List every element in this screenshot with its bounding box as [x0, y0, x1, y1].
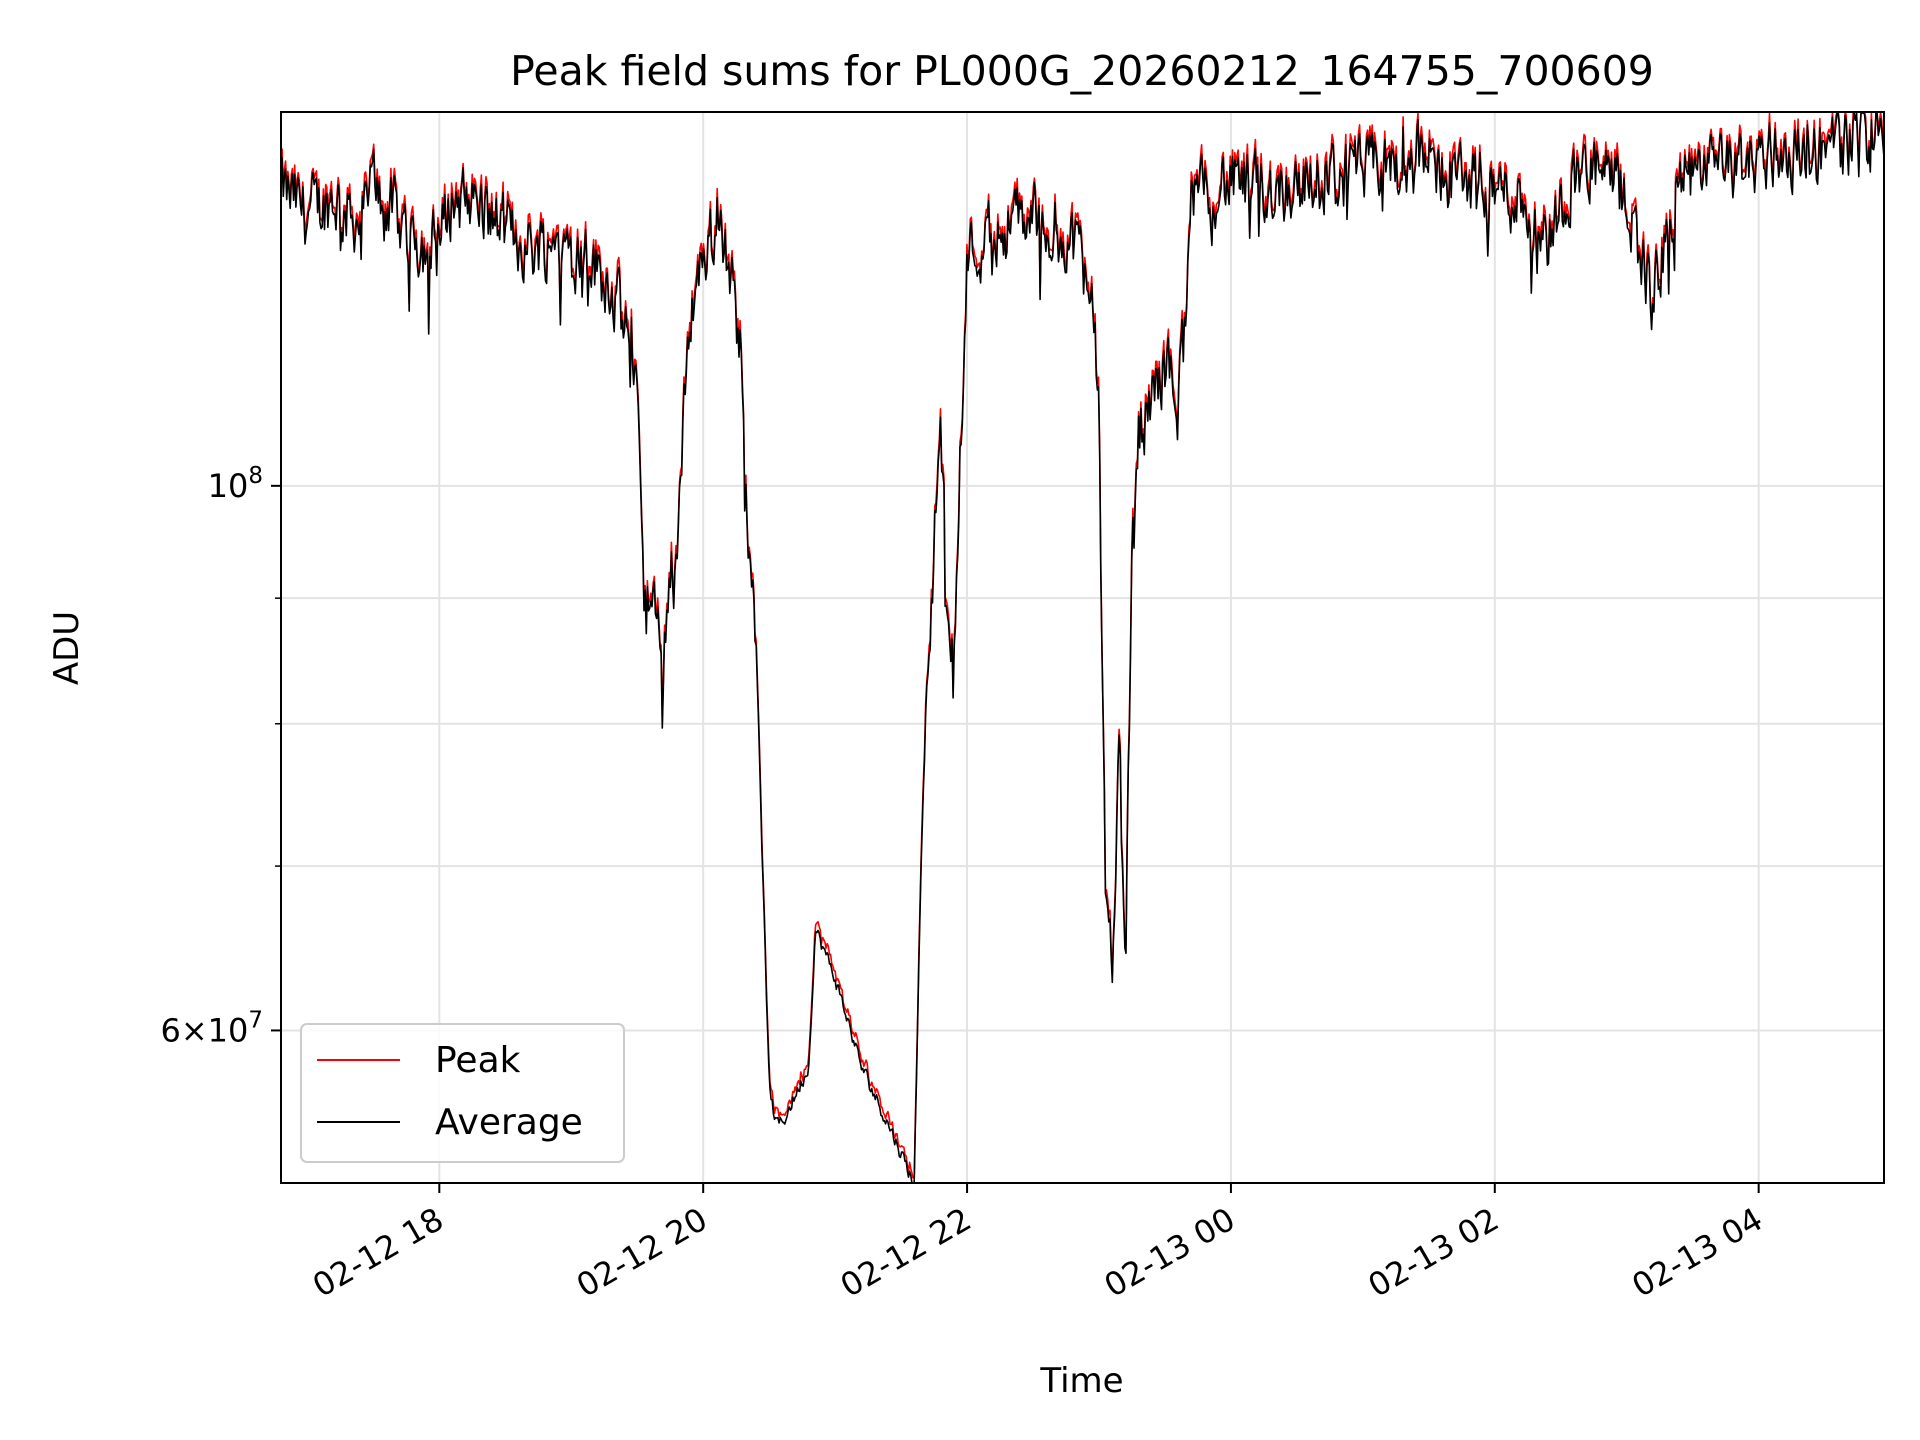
y-axis-ticks: 108 6×107	[160, 463, 281, 1049]
y-tick-label: 6×107	[160, 1007, 263, 1049]
legend-box	[300, 1023, 625, 1163]
grid	[281, 112, 1884, 1183]
legend-label-peak: Peak	[435, 1040, 521, 1081]
chart-title: Peak field sums for PL000G_20260212_1647…	[510, 47, 1654, 95]
x-axis-label: Time	[1039, 1361, 1123, 1401]
legend-label-average: Average	[435, 1102, 583, 1143]
axes-frame	[280, 111, 1885, 1184]
series-line-average	[280, 112, 1885, 1184]
legend: Peak Average	[300, 1023, 625, 1163]
y-tick-label: 108	[208, 463, 263, 505]
y-axis-label: ADU	[47, 611, 87, 685]
series-lines	[280, 111, 1885, 1184]
